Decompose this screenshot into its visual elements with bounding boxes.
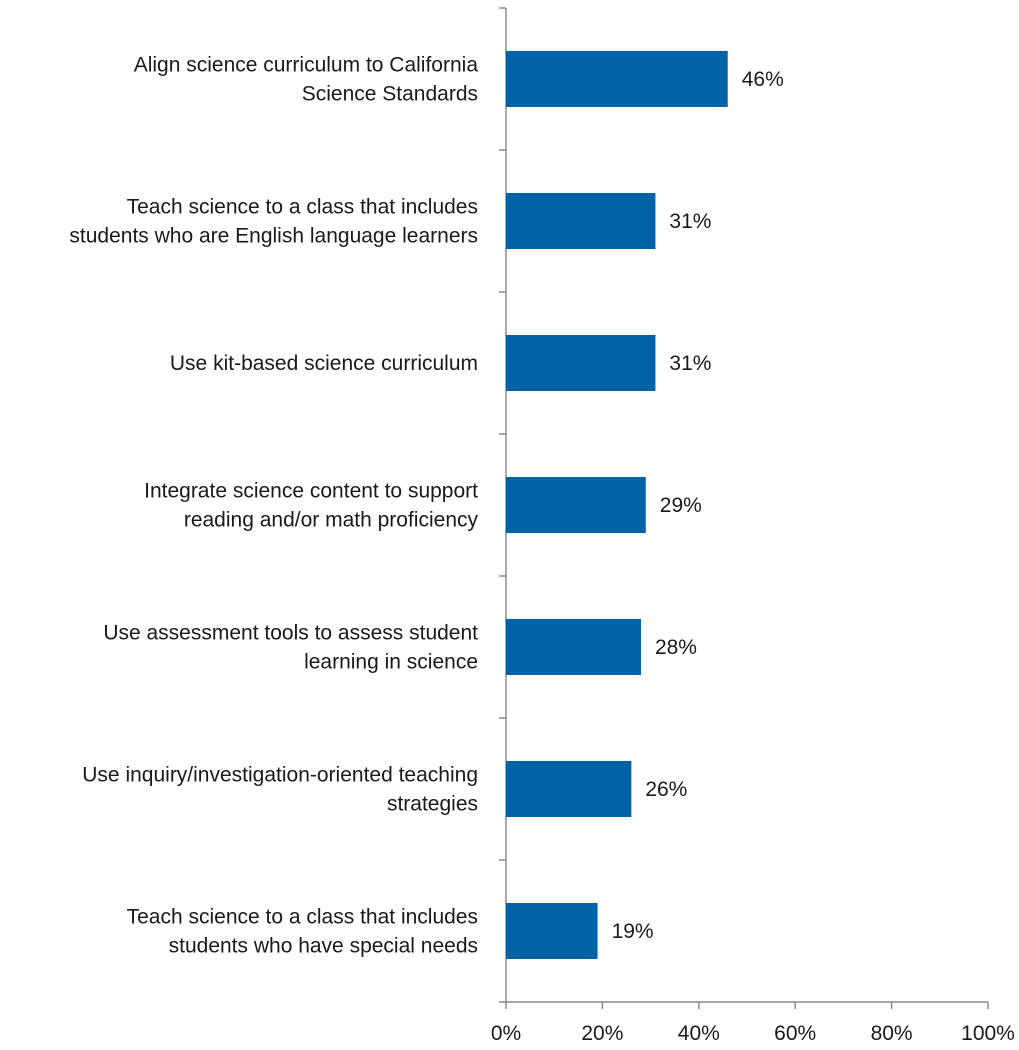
category-label: Integrate science content to support read… <box>144 480 478 532</box>
category-label-line: reading and/or math proficiency <box>184 509 479 532</box>
bar <box>506 761 632 817</box>
category-label-line: Align science curriculum to California <box>134 54 479 77</box>
data-labels-group: 46% 31% 31% 29% 28% 26% 19% <box>612 68 784 943</box>
bar <box>506 335 656 391</box>
data-label: 26% <box>645 778 687 801</box>
category-label-line: students who have special needs <box>169 935 478 958</box>
bar <box>506 193 656 249</box>
bar <box>506 619 641 675</box>
x-tick-label: 0% <box>491 1022 521 1045</box>
x-tick-label: 60% <box>774 1022 816 1045</box>
bars-group <box>506 51 728 959</box>
x-tick-label: 80% <box>871 1022 913 1045</box>
x-tick-label: 20% <box>581 1022 623 1045</box>
category-label: Teach science to a class that includes st… <box>69 196 478 248</box>
category-label-line: strategies <box>387 793 478 816</box>
data-label: 31% <box>669 210 711 233</box>
category-label-line: Integrate science content to support <box>144 480 478 503</box>
category-label: Teach science to a class that includes st… <box>127 906 478 958</box>
category-label-line: students who are English language learne… <box>69 225 478 248</box>
data-label: 19% <box>612 920 654 943</box>
bar <box>506 477 646 533</box>
category-label-line: Use inquiry/investigation-oriented teach… <box>82 764 478 787</box>
category-label-line: Use kit-based science curriculum <box>170 352 478 375</box>
category-label-line: learning in science <box>304 651 478 674</box>
category-labels-group: Align science curriculum to California Sc… <box>69 54 478 958</box>
bar <box>506 903 598 959</box>
category-label: Use kit-based science curriculum <box>170 352 478 375</box>
category-label-line: Teach science to a class that includes <box>127 906 478 929</box>
category-label-line: Teach science to a class that includes <box>127 196 478 219</box>
x-tick-label: 40% <box>678 1022 720 1045</box>
data-label: 31% <box>669 352 711 375</box>
data-label: 29% <box>660 494 702 517</box>
category-label: Align science curriculum to California Sc… <box>134 54 479 106</box>
bar <box>506 51 728 107</box>
category-label: Use inquiry/investigation-oriented teach… <box>82 764 478 816</box>
category-label: Use assessment tools to assess student le… <box>103 622 478 674</box>
axis-ticks-group: 0% 20% 40% 60% 80% 100% <box>491 7 1015 1045</box>
x-tick-label: 100% <box>961 1022 1015 1045</box>
category-label-line: Use assessment tools to assess student <box>103 622 478 645</box>
data-label: 28% <box>655 636 697 659</box>
data-label: 46% <box>742 68 784 91</box>
category-label-line: Science Standards <box>302 83 478 106</box>
